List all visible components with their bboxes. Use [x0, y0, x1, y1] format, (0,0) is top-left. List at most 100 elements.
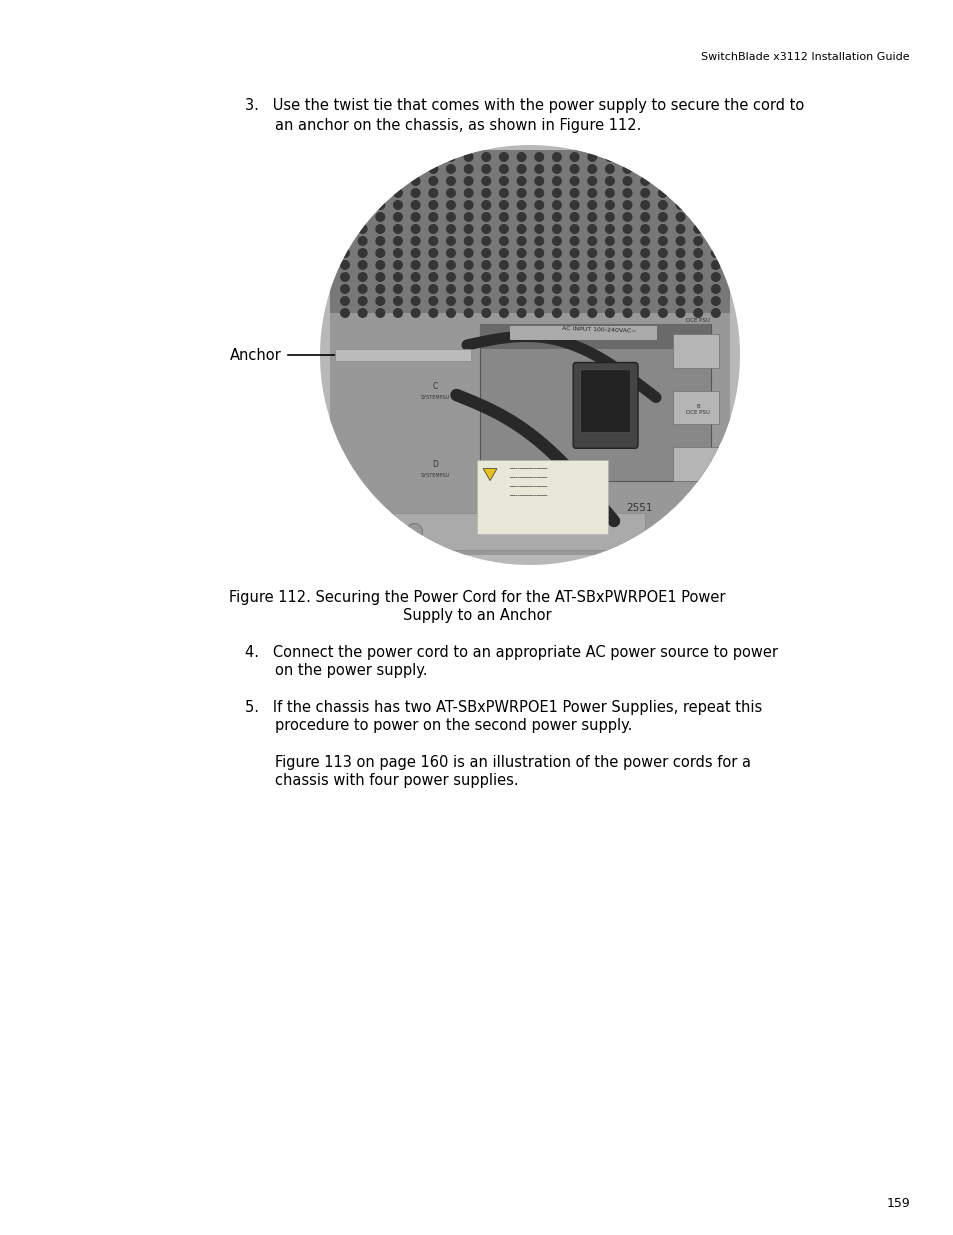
Circle shape	[658, 212, 667, 222]
Circle shape	[569, 152, 579, 162]
Circle shape	[393, 284, 402, 294]
Circle shape	[658, 177, 667, 186]
Bar	[330, 149, 729, 322]
Circle shape	[569, 188, 579, 198]
Circle shape	[675, 248, 685, 258]
Circle shape	[375, 164, 385, 174]
Circle shape	[339, 308, 350, 317]
Text: on the power supply.: on the power supply.	[274, 663, 427, 678]
Circle shape	[710, 284, 720, 294]
Circle shape	[375, 236, 385, 246]
Circle shape	[445, 284, 456, 294]
Circle shape	[675, 200, 685, 210]
Circle shape	[693, 284, 702, 294]
Circle shape	[463, 164, 473, 174]
Circle shape	[604, 152, 615, 162]
Circle shape	[357, 152, 367, 162]
Circle shape	[357, 177, 367, 186]
Circle shape	[710, 188, 720, 198]
Circle shape	[428, 236, 437, 246]
Circle shape	[552, 248, 561, 258]
Circle shape	[622, 177, 632, 186]
Circle shape	[375, 272, 385, 282]
Circle shape	[498, 212, 508, 222]
Circle shape	[710, 248, 720, 258]
Circle shape	[498, 236, 508, 246]
Circle shape	[463, 224, 473, 233]
Circle shape	[604, 224, 615, 233]
Circle shape	[587, 272, 597, 282]
Circle shape	[480, 200, 491, 210]
Circle shape	[319, 144, 740, 564]
Circle shape	[498, 188, 508, 198]
Circle shape	[339, 261, 350, 270]
Circle shape	[587, 296, 597, 306]
Circle shape	[498, 177, 508, 186]
Circle shape	[410, 284, 420, 294]
Circle shape	[658, 308, 667, 317]
Circle shape	[639, 261, 650, 270]
Circle shape	[534, 308, 543, 317]
Circle shape	[587, 177, 597, 186]
Circle shape	[534, 200, 543, 210]
Circle shape	[357, 188, 367, 198]
Circle shape	[693, 200, 702, 210]
Circle shape	[445, 272, 456, 282]
Circle shape	[569, 177, 579, 186]
Circle shape	[339, 188, 350, 198]
Circle shape	[498, 308, 508, 317]
Circle shape	[710, 177, 720, 186]
Circle shape	[463, 212, 473, 222]
Circle shape	[675, 212, 685, 222]
Circle shape	[534, 224, 543, 233]
Circle shape	[639, 177, 650, 186]
Circle shape	[445, 152, 456, 162]
Circle shape	[393, 152, 402, 162]
Circle shape	[710, 272, 720, 282]
Circle shape	[604, 212, 615, 222]
Circle shape	[587, 152, 597, 162]
Circle shape	[604, 236, 615, 246]
Circle shape	[658, 248, 667, 258]
Circle shape	[428, 248, 437, 258]
Circle shape	[428, 261, 437, 270]
Circle shape	[445, 188, 456, 198]
Circle shape	[658, 261, 667, 270]
Circle shape	[639, 188, 650, 198]
Circle shape	[534, 177, 543, 186]
Text: A
DCE PSU: A DCE PSU	[685, 311, 709, 322]
Circle shape	[604, 272, 615, 282]
Circle shape	[357, 308, 367, 317]
Circle shape	[480, 224, 491, 233]
Circle shape	[516, 284, 526, 294]
Text: SYSTEMPSU: SYSTEMPSU	[420, 473, 450, 478]
Circle shape	[658, 200, 667, 210]
Text: 2551: 2551	[625, 504, 652, 514]
Circle shape	[463, 188, 473, 198]
Circle shape	[498, 224, 508, 233]
Circle shape	[516, 272, 526, 282]
Circle shape	[393, 224, 402, 233]
Circle shape	[498, 261, 508, 270]
Circle shape	[552, 224, 561, 233]
Circle shape	[622, 152, 632, 162]
Circle shape	[710, 152, 720, 162]
Circle shape	[675, 152, 685, 162]
Circle shape	[445, 236, 456, 246]
Circle shape	[639, 164, 650, 174]
Circle shape	[658, 152, 667, 162]
Circle shape	[463, 284, 473, 294]
Bar	[672, 390, 719, 425]
Circle shape	[675, 224, 685, 233]
Circle shape	[639, 248, 650, 258]
Circle shape	[463, 200, 473, 210]
Text: Figure 113 on page 160 is an illustration of the power cords for a: Figure 113 on page 160 is an illustratio…	[274, 755, 750, 769]
Circle shape	[622, 248, 632, 258]
Circle shape	[339, 224, 350, 233]
Text: 159: 159	[885, 1197, 909, 1210]
Circle shape	[622, 284, 632, 294]
Circle shape	[675, 272, 685, 282]
Circle shape	[587, 248, 597, 258]
Circle shape	[658, 188, 667, 198]
Circle shape	[375, 261, 385, 270]
